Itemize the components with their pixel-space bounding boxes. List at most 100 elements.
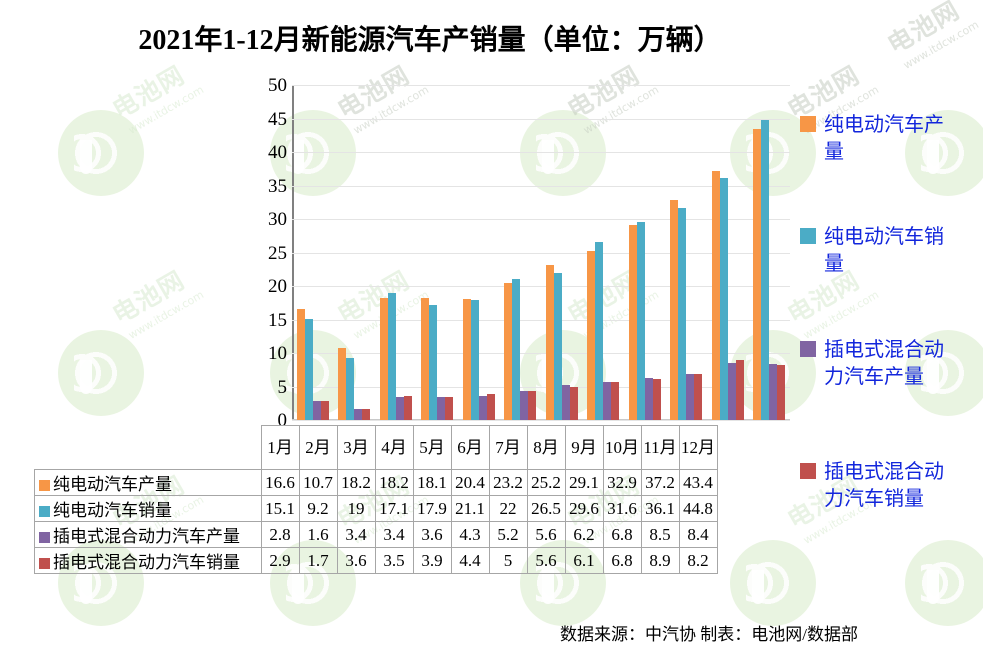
table-cell: 44.8: [678, 495, 718, 522]
gridline: [292, 320, 790, 321]
table-cell: 4.3: [450, 521, 490, 548]
bar: [719, 178, 728, 420]
y-axis-tick-label: 0: [277, 410, 288, 431]
table-row-label-text: 插电式混合动力汽车产量: [53, 527, 240, 546]
bar-group: [417, 85, 459, 420]
y-axis-tick-label: 30: [268, 209, 287, 230]
legend-color-swatch: [800, 341, 816, 357]
bar: [727, 363, 736, 420]
bar: [678, 208, 687, 420]
bar: [470, 300, 479, 420]
y-axis-tick-label: 45: [268, 108, 287, 130]
bar: [296, 308, 305, 420]
bar: [504, 283, 513, 420]
table-cell: 8.9: [640, 547, 680, 574]
page-title: 2021年1-12月新能源汽车产销量（单位：万辆）: [138, 25, 722, 56]
table-cell: 23.2: [488, 469, 528, 496]
bar: [753, 129, 762, 420]
series-color-swatch: [39, 506, 50, 517]
bar: [387, 292, 396, 420]
table-column-header: 8月: [526, 425, 566, 470]
table-cell: 5.6: [526, 521, 566, 548]
legend-item[interactable]: 插电式混合动力汽车产量: [800, 337, 959, 391]
bar: [528, 390, 537, 420]
table-cell: 26.5: [526, 495, 566, 522]
bar-group: [375, 85, 417, 420]
gridline: [292, 286, 790, 287]
bar: [379, 298, 388, 420]
table-cell: 19: [336, 495, 376, 522]
table-cell: 37.2: [640, 469, 680, 496]
table-row-label-text: 纯电动汽车产量: [53, 475, 172, 494]
y-axis-line: [292, 85, 294, 420]
y-axis-tick-label: 5: [277, 376, 288, 398]
bar: [694, 374, 703, 420]
bar: [553, 272, 562, 420]
legend-item[interactable]: 插电式混合动力汽车销量: [800, 459, 959, 513]
bar-group: [458, 85, 500, 420]
table-cell: 17.9: [412, 495, 452, 522]
bar-group: [666, 85, 708, 420]
source-note: 数据来源：中汽协 制表：电池网/数据部: [560, 625, 858, 644]
y-axis-labels: 0 5 10 15 20 25 30 35 40 45 50: [215, 75, 287, 430]
bar: [429, 305, 438, 420]
table-cell: 6.1: [564, 547, 604, 574]
table-row-label-text: 插电式混合动力汽车销量: [53, 553, 240, 572]
bar: [478, 395, 487, 420]
legend-item-label: 纯电动汽车产量: [824, 114, 944, 163]
table-cell: 32.9: [602, 469, 642, 496]
legend-color-swatch: [800, 463, 816, 479]
bar-group: [624, 85, 666, 420]
bar: [312, 401, 321, 420]
table-cell: 21.1: [450, 495, 490, 522]
bar-group: [292, 85, 334, 420]
table-column-header: 9月: [564, 425, 604, 470]
table-column-header: 3月: [336, 425, 376, 470]
bar: [569, 386, 578, 420]
table-cell: 5.2: [488, 521, 528, 548]
bar: [611, 382, 620, 420]
table-cell: 1.7: [298, 547, 338, 574]
bar-group: [749, 85, 791, 420]
watermark-logo: [730, 540, 816, 626]
bar-group: [541, 85, 583, 420]
table-column-header: 4月: [374, 425, 414, 470]
bar: [644, 378, 653, 420]
table-cell: 6.8: [602, 547, 642, 574]
bar: [445, 396, 454, 420]
bar: [346, 358, 355, 420]
watermark-logo: [58, 330, 144, 416]
bar: [421, 298, 430, 420]
bar: [354, 409, 363, 420]
data-table: 1月 2月 3月 4月 5月 6月 7月 8月 9月 10月 11月 12月 纯电动汽车产量 16.6 10…: [34, 425, 718, 574]
legend-item[interactable]: 纯电动汽车销量: [800, 224, 959, 278]
table-cell: 4.4: [450, 547, 490, 574]
bar: [520, 391, 529, 420]
table-cell: 31.6: [602, 495, 642, 522]
table-row-label: 纯电动汽车产量: [34, 469, 262, 496]
legend-color-swatch: [800, 116, 816, 132]
table-column-header: 12月: [678, 425, 718, 470]
table-cell: 15.1: [260, 495, 300, 522]
table-cell: 25.2: [526, 469, 566, 496]
table-cell: 5.6: [526, 547, 566, 574]
bar: [603, 382, 612, 420]
y-axis-tick-label: 50: [268, 75, 287, 96]
bar: [320, 400, 329, 420]
legend-item[interactable]: 纯电动汽车产量: [800, 112, 959, 166]
table-row: 纯电动汽车产量 16.6 10.7 18.2 18.2 18.1 20.4 23.2 25.2 2…: [34, 469, 718, 496]
bar: [512, 278, 521, 420]
table-column-header: 2月: [298, 425, 338, 470]
bar-group: [707, 85, 749, 420]
table-cell: 1.6: [298, 521, 338, 548]
table-cell: 17.1: [374, 495, 414, 522]
bar: [545, 264, 554, 420]
table-cell: 3.5: [374, 547, 414, 574]
plot-area: [292, 85, 791, 421]
table-cell: 3.9: [412, 547, 452, 574]
bar: [595, 242, 604, 420]
watermark-logo: [905, 540, 983, 626]
bar-group: [583, 85, 625, 420]
table-cell: 8.2: [678, 547, 718, 574]
